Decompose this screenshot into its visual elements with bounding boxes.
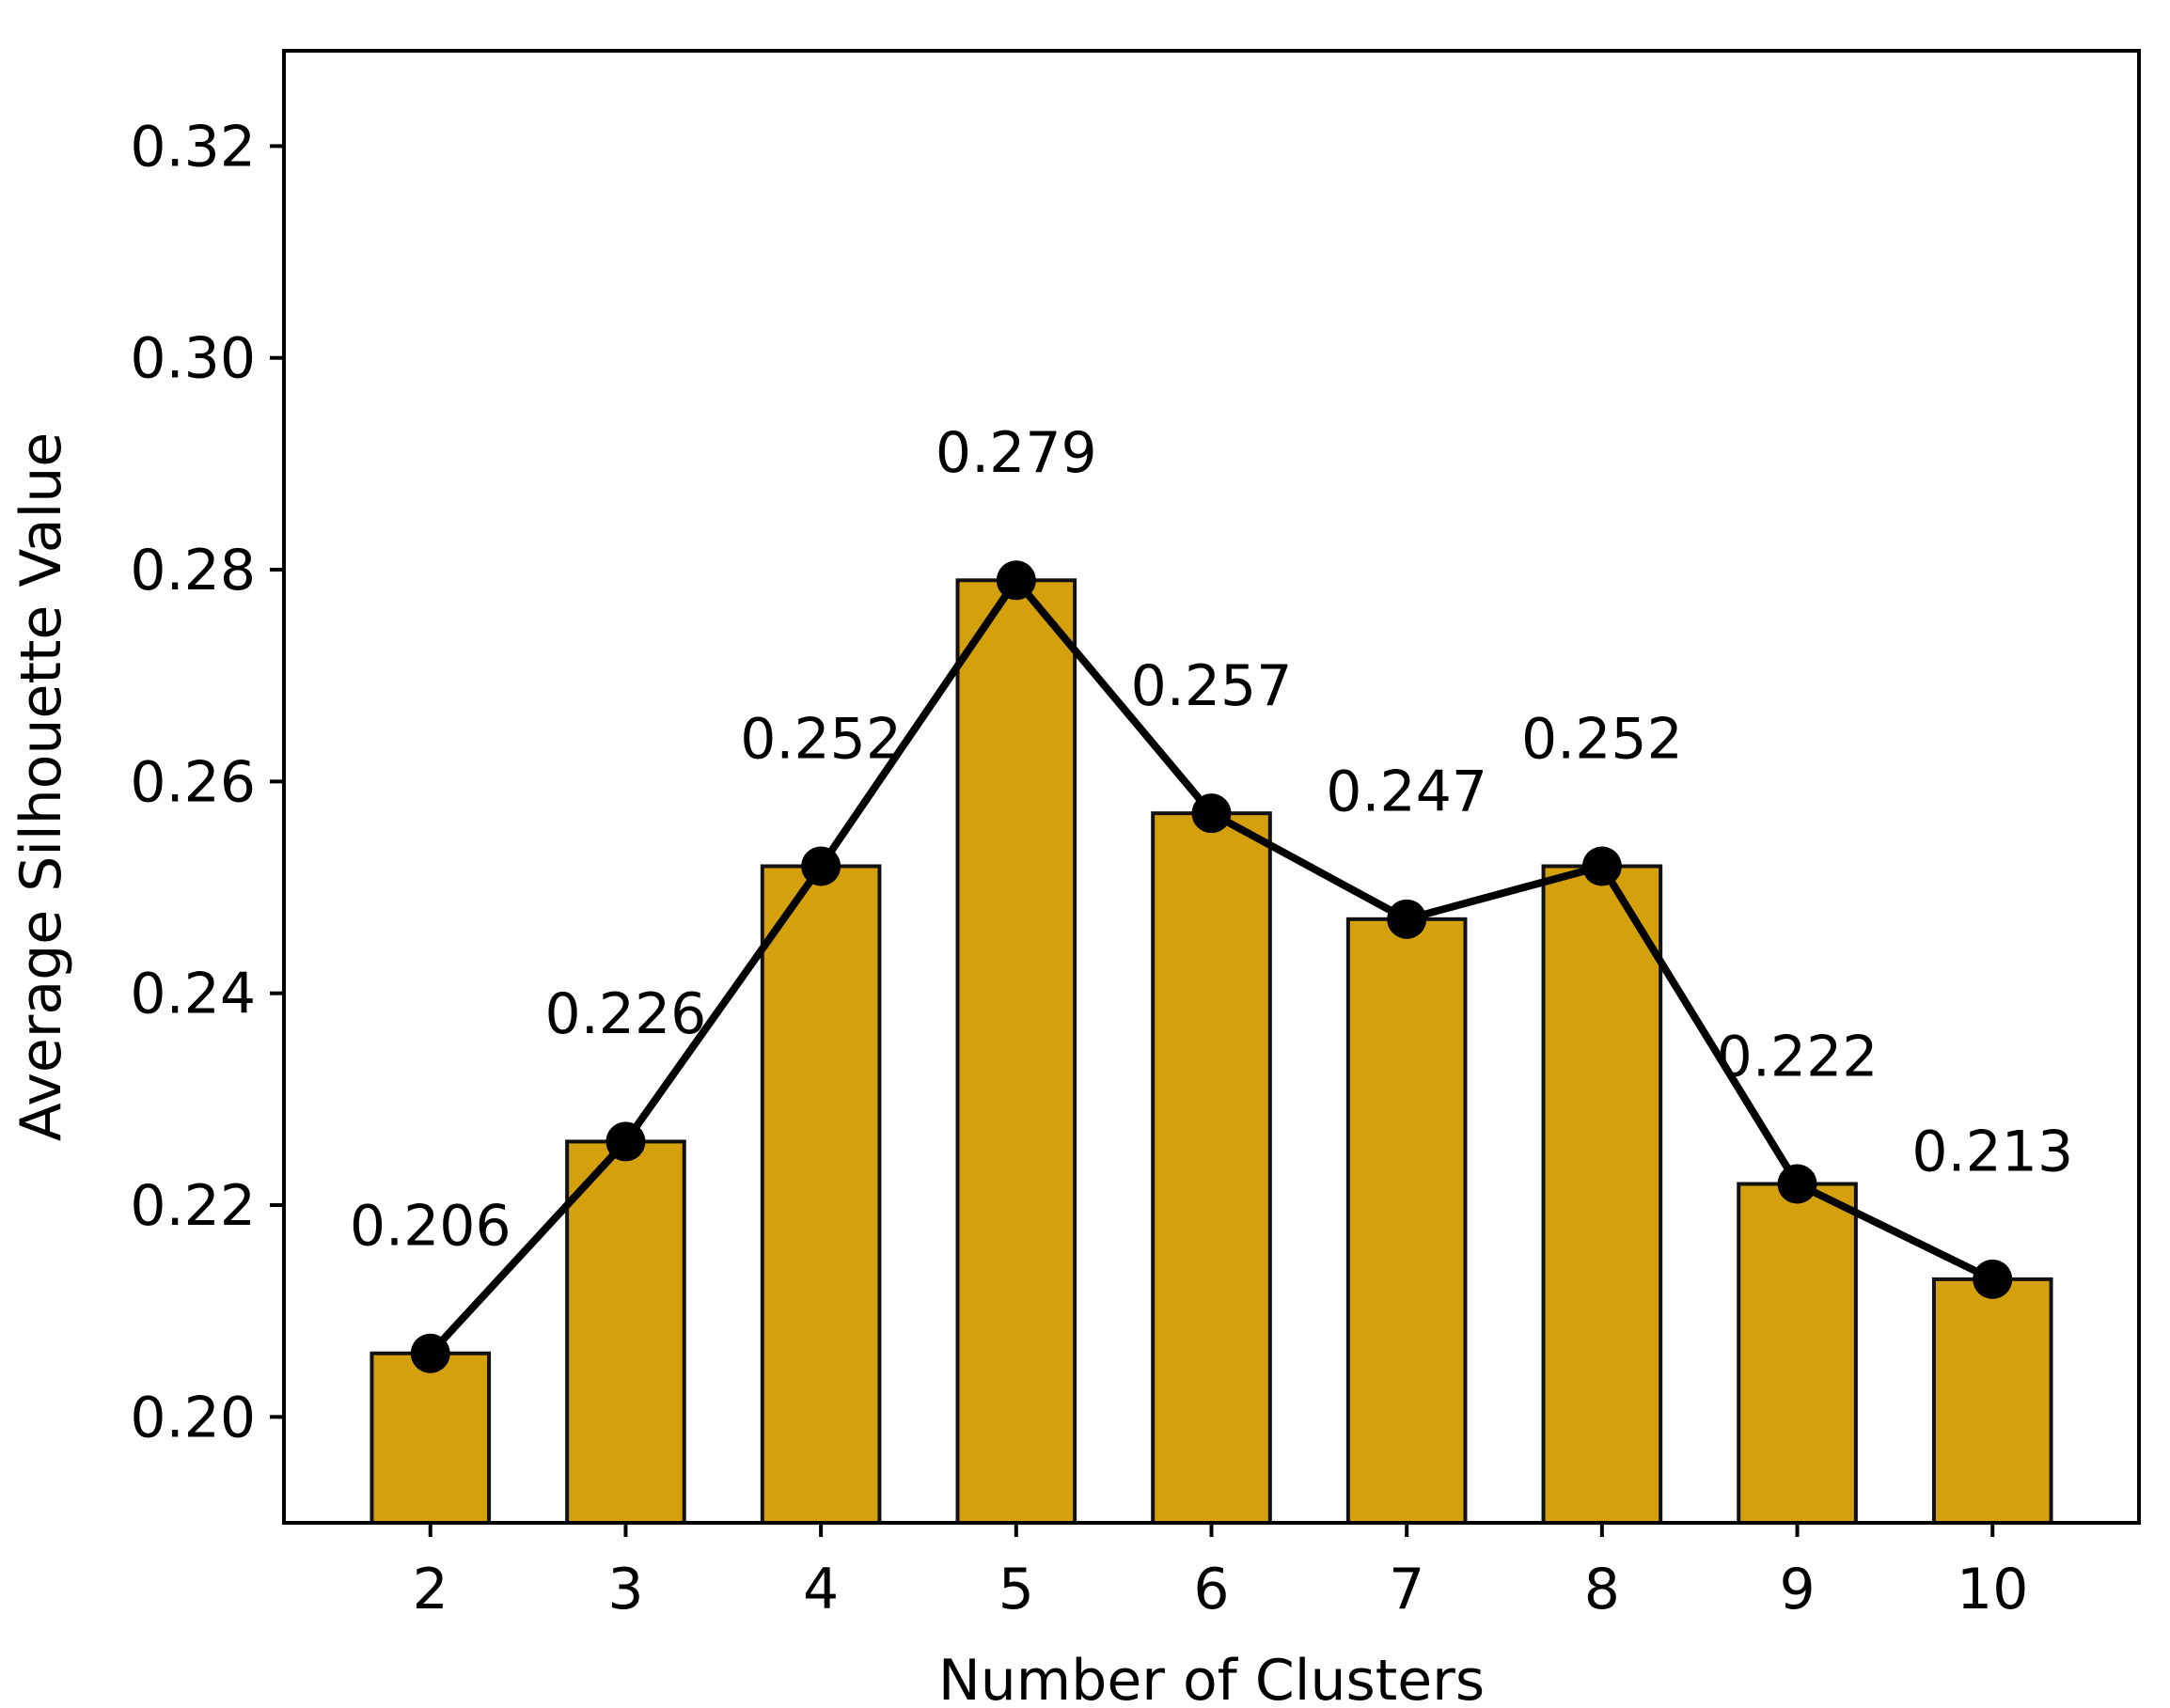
y-tick-label-0.32: 0.32 bbox=[130, 114, 256, 180]
bar-8 bbox=[1541, 864, 1663, 1525]
x-tick-label-5: 5 bbox=[999, 1557, 1034, 1622]
marker-3 bbox=[605, 1121, 646, 1162]
y-tick-label-0.30: 0.30 bbox=[130, 326, 256, 392]
data-label-10: 0.213 bbox=[1911, 1120, 2073, 1185]
data-label-6: 0.257 bbox=[1131, 653, 1293, 719]
markers-layer bbox=[410, 560, 2013, 1373]
marker-6 bbox=[1191, 793, 1232, 834]
y-tick-label-0.20: 0.20 bbox=[130, 1385, 256, 1450]
marker-5 bbox=[996, 560, 1036, 601]
x-tick-label-6: 6 bbox=[1193, 1557, 1229, 1622]
data-label-8: 0.252 bbox=[1521, 706, 1683, 772]
y-axis-title: Average Silhouette Value bbox=[8, 432, 74, 1141]
bar-10 bbox=[1931, 1277, 2053, 1525]
data-label-5: 0.279 bbox=[936, 420, 1097, 486]
y-tick-label-0.24: 0.24 bbox=[130, 962, 256, 1027]
x-tick-label-2: 2 bbox=[413, 1557, 448, 1622]
marker-4 bbox=[801, 846, 841, 886]
x-axis-title: Number of Clusters bbox=[938, 1648, 1485, 1708]
bar-3 bbox=[565, 1139, 686, 1525]
data-label-2: 0.206 bbox=[350, 1194, 511, 1260]
bar-4 bbox=[760, 864, 882, 1525]
marker-8 bbox=[1581, 846, 1622, 886]
bar-2 bbox=[370, 1351, 492, 1525]
x-tick-label-8: 8 bbox=[1584, 1557, 1620, 1622]
marker-9 bbox=[1777, 1164, 1817, 1204]
x-tick-label-4: 4 bbox=[803, 1557, 839, 1622]
bar-7 bbox=[1345, 917, 1468, 1525]
marker-2 bbox=[410, 1333, 450, 1373]
y-axis: 0.20 0.22 0.24 0.26 0.28 0.30 0.32 bbox=[130, 114, 284, 1450]
bar-9 bbox=[1737, 1182, 1858, 1526]
y-tick-label-0.22: 0.22 bbox=[130, 1173, 256, 1239]
marker-10 bbox=[1973, 1259, 2013, 1299]
y-tick-label-0.26: 0.26 bbox=[130, 749, 256, 815]
x-tick-label-7: 7 bbox=[1389, 1557, 1424, 1622]
x-axis: 2 3 4 5 6 7 8 9 10 bbox=[413, 1523, 2028, 1622]
marker-7 bbox=[1387, 899, 1427, 939]
bar-6 bbox=[1151, 811, 1272, 1525]
x-tick-label-3: 3 bbox=[607, 1557, 643, 1622]
bar-5 bbox=[955, 578, 1077, 1525]
data-label-3: 0.226 bbox=[545, 981, 707, 1047]
y-tick-label-0.28: 0.28 bbox=[130, 538, 256, 603]
data-label-4: 0.252 bbox=[740, 706, 902, 772]
x-tick-label-9: 9 bbox=[1779, 1557, 1815, 1622]
x-tick-label-10: 10 bbox=[1957, 1557, 2028, 1622]
data-labels-layer: 0.206 0.226 0.252 0.279 0.257 0.247 0.252 0.222… bbox=[350, 420, 2073, 1259]
data-label-7: 0.247 bbox=[1326, 760, 1487, 825]
data-label-9: 0.222 bbox=[1717, 1024, 1879, 1089]
